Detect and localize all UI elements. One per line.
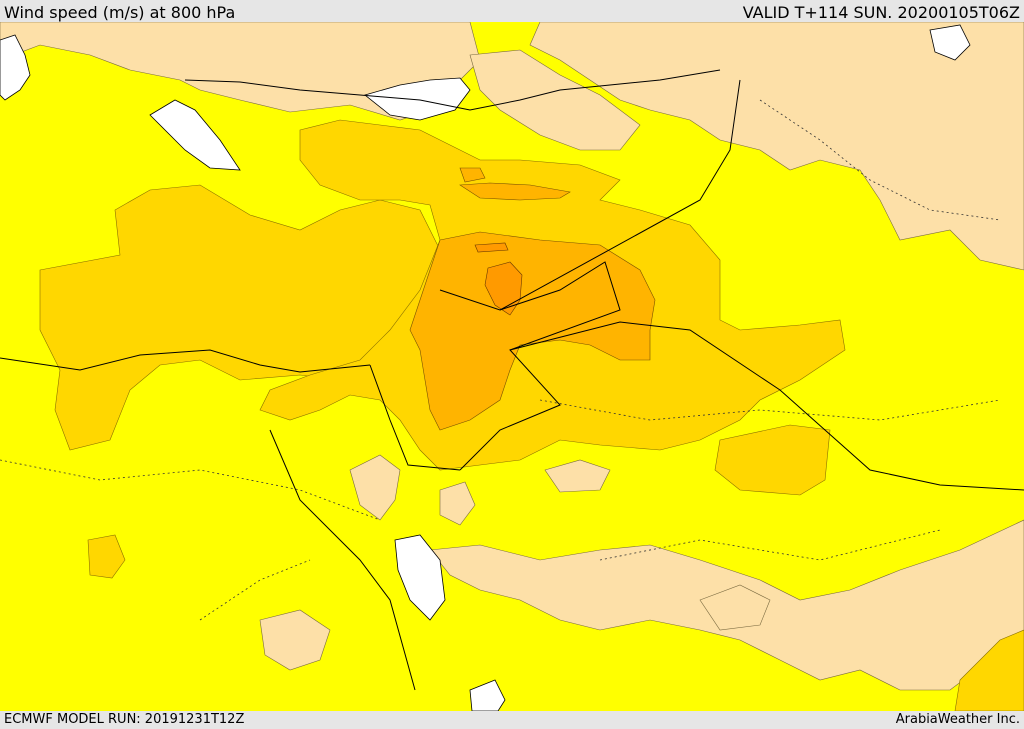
high-wind-syria [459,182,571,201]
mid-wind-east-iraq [714,424,831,496]
dotted-boundary-4 [759,99,1001,221]
dotted-boundary-3 [599,529,941,561]
sea-of-marmara-area [149,99,241,171]
low-wind-negev [349,454,401,521]
map-title: Wind speed (m/s) at 800 hPa [4,3,236,22]
saudi-coast [269,429,416,691]
low-wind-patch-1 [439,481,476,526]
high-wind-regions [409,167,656,431]
turkey-syria-border [184,69,721,111]
red-sea-south [469,679,506,711]
peak-wind-core [484,261,523,316]
iraq-border [509,321,1024,491]
mid-wind-egypt [87,534,126,579]
peak-wind-small [474,242,509,253]
low-wind-caucasus [469,49,641,151]
footer-bar: ECMWF MODEL RUN: 20191231T12Z ArabiaWeat… [0,711,1024,729]
low-wind-northeast [529,22,1024,271]
red-sea-north [394,534,446,621]
black-sea-corner [364,77,471,121]
israel-egypt-border [369,364,461,471]
water-bodies [0,24,971,711]
map-canvas [0,22,1024,711]
province-boundaries [0,99,1001,621]
low-wind-patch-3 [699,584,771,631]
low-wind-sinai [259,609,331,671]
brand-credit: ArabiaWeather Inc. [895,712,1020,727]
jordan-border [439,261,621,471]
lake-van [929,24,971,61]
syria-iraq-border [499,79,741,311]
country-borders [0,69,1024,691]
low-wind-regions [0,22,1024,691]
valid-time: VALID T+114 SUN. 20200105T06Z [742,3,1020,22]
peak-wind-regions [474,242,523,316]
low-wind-patch-2 [544,459,611,493]
high-wind-jordan [409,231,656,431]
aegean-sea [0,34,31,101]
high-wind-lebanon [459,167,486,183]
model-run: ECMWF MODEL RUN: 20191231T12Z [4,712,245,727]
header-bar: Wind speed (m/s) at 800 hPa VALID T+114 … [0,0,1024,22]
egypt-border [0,349,371,373]
mid-wind-southeast [954,629,1024,711]
weather-map [0,22,1024,711]
